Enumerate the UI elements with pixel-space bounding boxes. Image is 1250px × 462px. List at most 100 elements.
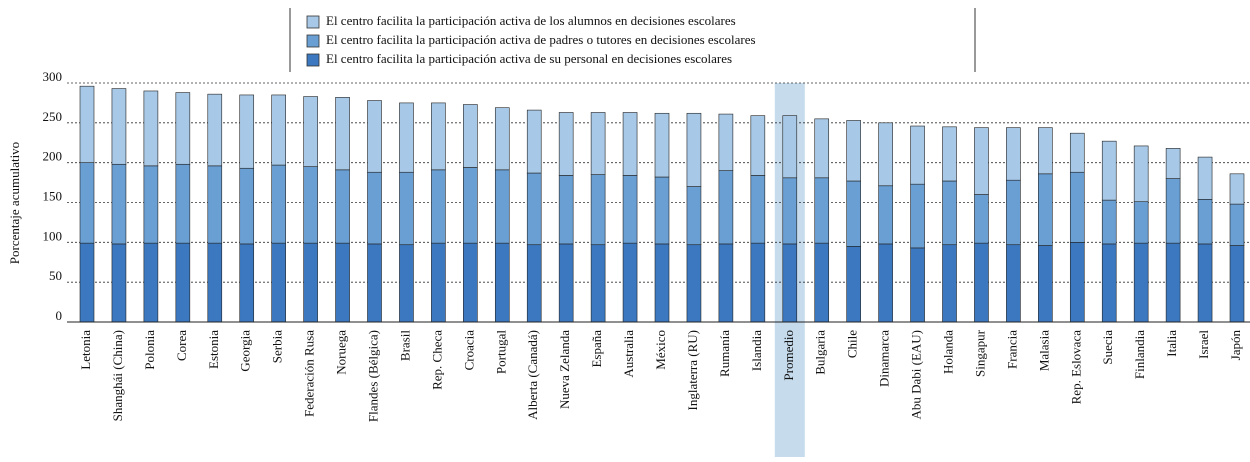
y-tick-label: 150 <box>43 188 63 203</box>
bar-segment <box>111 163 127 245</box>
x-tick-label: Holanda <box>940 330 955 374</box>
bar-segment <box>143 242 159 323</box>
bar-segment <box>1165 148 1181 179</box>
legend-swatch <box>306 34 320 48</box>
bar-segment <box>526 244 542 323</box>
x-tick-label: Rumanía <box>717 330 732 377</box>
bar-segment <box>399 171 414 246</box>
x-tick-label: Corea <box>174 330 189 361</box>
bar-segment <box>239 167 255 245</box>
bar-segment <box>175 242 191 323</box>
x-tick-label: Portugal <box>493 330 508 374</box>
bar-segment <box>686 244 702 323</box>
bar-segment <box>399 102 414 173</box>
bar-segment <box>1038 127 1053 175</box>
bar-segment <box>1165 242 1181 323</box>
bar-segment <box>686 186 702 246</box>
y-tick-label: 200 <box>43 149 63 164</box>
bar-segment <box>814 242 830 323</box>
bar-segment <box>878 243 893 323</box>
x-tick-label: Islandia <box>749 330 764 371</box>
bar-segment <box>1038 245 1053 323</box>
bar-segment <box>974 242 989 323</box>
bar-segment <box>335 242 350 323</box>
bar-segment <box>558 175 574 245</box>
x-tick-label: Rep. Eslovaca <box>1068 330 1083 405</box>
x-tick-label: Finlandia <box>1132 330 1147 379</box>
bar-segment <box>1069 132 1085 173</box>
bar-segment <box>686 112 702 187</box>
bar-segment <box>207 242 223 323</box>
bar-segment <box>431 169 446 244</box>
bar-segment <box>622 242 638 323</box>
bar-segment <box>622 112 638 176</box>
x-tick-label: Suecia <box>1100 330 1115 365</box>
bar-segment <box>111 243 127 323</box>
bar-segment <box>782 115 798 179</box>
x-tick-label: Letonia <box>78 330 93 370</box>
x-tick-label: Inglaterra (RU) <box>685 330 700 411</box>
bar-segment <box>750 115 766 176</box>
bar-segment <box>814 118 830 179</box>
bar-segment <box>590 244 606 323</box>
x-tick-label: Francia <box>1004 330 1019 369</box>
x-tick-label: Federación Rusa <box>302 330 317 417</box>
bar-segment <box>79 242 95 323</box>
bar-segment <box>1101 140 1117 201</box>
bar-segment <box>271 94 286 166</box>
bar-segment <box>1101 199 1117 245</box>
bar-segment <box>782 177 798 245</box>
bar-segment <box>335 169 350 244</box>
x-tick-label: Croacia <box>461 330 476 371</box>
bar-segment <box>79 162 95 244</box>
x-tick-label: Noruega <box>334 330 349 375</box>
bar-segment <box>303 166 318 244</box>
bar-segment <box>526 109 542 174</box>
legend-label: El centro facilita la participación acti… <box>326 13 736 28</box>
x-tick-label: Chile <box>845 330 860 358</box>
bar-segment <box>878 122 893 187</box>
y-tick-label: 100 <box>43 228 63 243</box>
x-tick-label: Rep. Checa <box>429 330 444 390</box>
bar-segment <box>878 185 893 245</box>
bar-segment <box>111 88 127 165</box>
bar-segment <box>143 90 159 167</box>
bar-segment <box>590 174 606 246</box>
bar-segment <box>846 246 861 323</box>
x-tick-label: Alberta (Canadá) <box>525 330 540 420</box>
bar-segment <box>814 177 830 244</box>
bar-segment <box>494 107 510 171</box>
bar-segment <box>79 85 95 163</box>
x-tick-label: Bulgaria <box>813 330 828 375</box>
bar-segment <box>1038 173 1053 246</box>
x-tick-label: Malasia <box>1036 330 1051 371</box>
bar-segment <box>1229 173 1245 205</box>
bar-segment <box>1197 199 1213 245</box>
bar-segment <box>431 102 446 171</box>
bar-segment <box>1197 156 1213 200</box>
bar-segment <box>750 242 766 323</box>
bar-segment <box>718 243 734 323</box>
bar-segment <box>494 242 510 323</box>
bar-segment <box>494 169 510 244</box>
bar-segment <box>558 243 574 323</box>
x-tick-label: Promedio <box>781 330 796 381</box>
bar-segment <box>1006 127 1021 181</box>
bar-segment <box>1133 145 1149 203</box>
x-tick-label: Polonia <box>142 330 157 370</box>
y-axis-label: Porcentaje acumulativo <box>7 142 22 264</box>
bar-segment <box>143 165 159 244</box>
bar-segment <box>1006 179 1021 246</box>
bar-segment <box>942 126 957 182</box>
bar-segment <box>1006 244 1021 323</box>
bar-segment <box>463 104 478 168</box>
x-tick-label: Estonia <box>206 330 221 369</box>
bar-segment <box>974 127 989 195</box>
legend-label: El centro facilita la participación acti… <box>326 32 756 47</box>
bar-segment <box>1101 243 1117 323</box>
x-tick-label: Japón <box>1228 330 1243 361</box>
bar-segment <box>367 100 382 173</box>
bar-segment <box>175 92 191 165</box>
bar-segment <box>846 120 861 182</box>
